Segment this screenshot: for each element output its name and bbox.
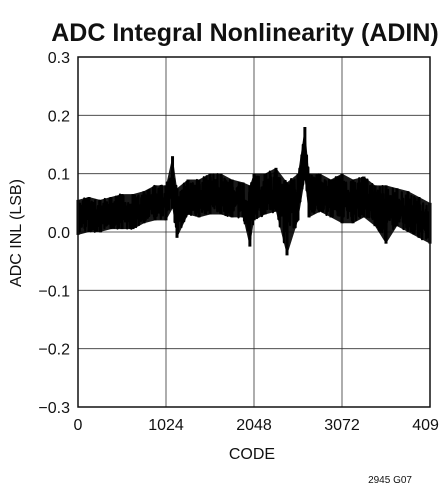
chart-title: ADC Integral Nonlinearity (ADIN) [51, 19, 439, 47]
y-tick-labels: −0.3 −0.2 −0.1 0.0 0.1 0.2 0.3 [38, 50, 70, 417]
y-tick-label: 0.0 [48, 225, 70, 242]
x-tick-label: 2048 [236, 417, 272, 434]
x-tick-label: 1024 [148, 417, 184, 434]
y-tick-label: 0.1 [48, 167, 70, 184]
x-tick-labels: 0 1024 2048 3072 4096 [74, 417, 439, 434]
y-tick-label: −0.1 [38, 283, 70, 300]
x-tick-label: 0 [74, 417, 83, 434]
x-axis-label: CODE [229, 446, 275, 463]
plot-frame [77, 56, 431, 408]
x-tick-label: 3072 [324, 417, 360, 434]
y-tick-label: 0.2 [48, 108, 70, 125]
figure-id: 2945 G07 [368, 475, 412, 486]
grid-lines [77, 56, 431, 408]
y-tick-label: −0.2 [38, 342, 70, 359]
y-tick-label: −0.3 [38, 400, 70, 417]
y-tick-label: 0.3 [48, 50, 70, 67]
y-axis-label: ADC INL (LSB) [8, 179, 25, 287]
inl-mean-line [77, 161, 431, 226]
x-tick-label: 4096 [412, 417, 439, 434]
